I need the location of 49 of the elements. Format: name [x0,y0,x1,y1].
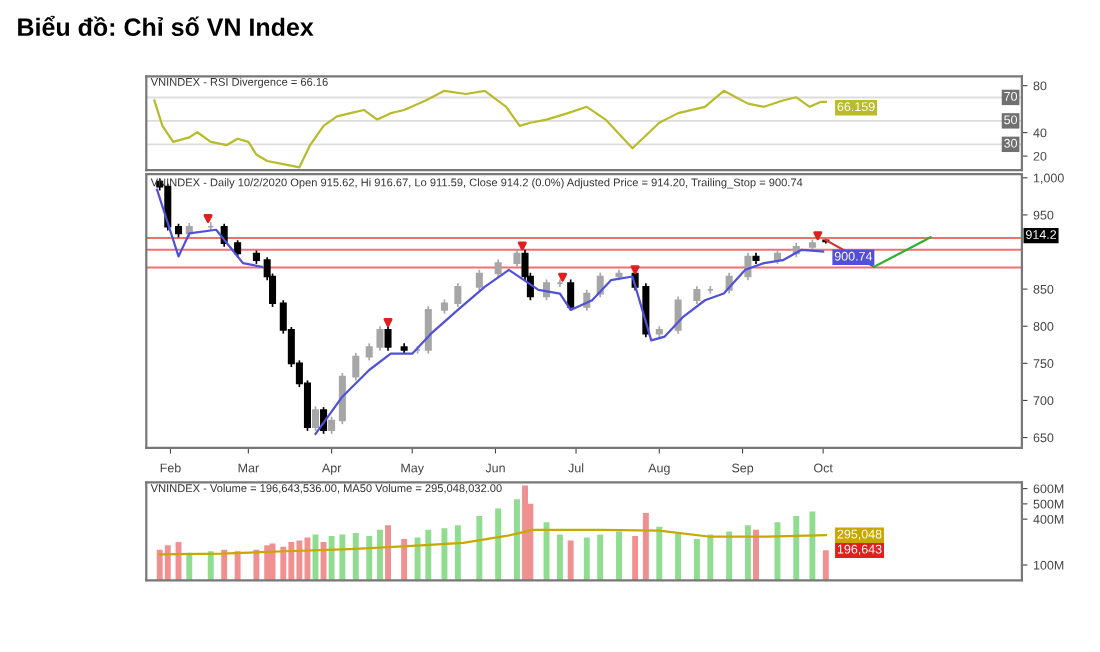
bar [675,532,682,581]
bar [234,551,241,581]
point [203,214,213,224]
bar [385,525,391,581]
point [813,231,823,241]
bar [377,529,383,581]
bar [401,539,408,581]
bar [753,529,759,581]
bar [693,539,700,581]
bar [207,551,214,581]
bar [556,534,563,581]
bar [495,508,502,581]
bar [567,540,574,581]
bar [822,550,829,581]
bar [707,534,714,581]
bar [793,516,800,581]
bar [156,549,163,581]
bar [476,516,483,581]
bar [352,532,359,581]
bar [296,540,303,581]
bar [514,499,520,581]
bar [616,531,622,581]
point [630,265,640,275]
bar [656,526,663,581]
bar [328,535,335,581]
bar [809,511,816,581]
bar [642,513,649,581]
bar [164,545,171,581]
bar [441,528,448,581]
bar [320,542,327,581]
bar [339,534,346,581]
point [558,272,568,282]
bar [414,537,421,581]
line-series [153,89,827,169]
chart-title: Biểu đồ: Chỉ số VN Index [18,15,314,37]
point [517,241,527,251]
bar [726,531,733,581]
point [383,318,393,327]
bar [454,525,461,581]
bar [304,537,311,581]
bar [597,534,604,581]
bar [425,529,432,581]
bar [264,545,271,581]
line-series [158,528,827,556]
bar [744,525,751,581]
bar [366,535,373,581]
bar [288,542,295,581]
bar [583,537,590,581]
bar [632,535,639,581]
